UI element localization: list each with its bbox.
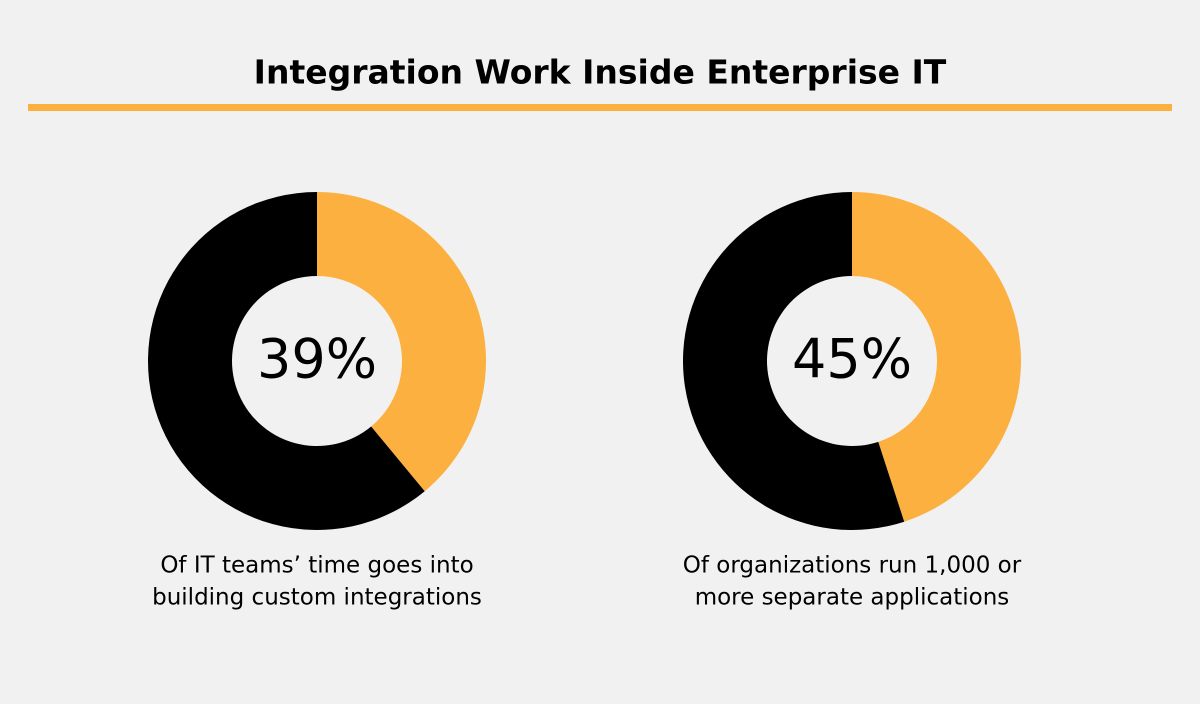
donut-segment [683, 192, 905, 531]
caption-line: building custom integrations [152, 585, 482, 611]
donut-segment [852, 192, 1022, 522]
center-value-label: 39% [257, 328, 377, 391]
caption-line: more separate applications [695, 585, 1010, 611]
center-value-label: 45% [792, 328, 912, 391]
caption-line: Of IT teams’ time goes into [160, 553, 473, 579]
page-title: Integration Work Inside Enterprise IT [254, 53, 947, 92]
donut-segment [317, 192, 487, 492]
donut-segment [147, 192, 425, 530]
caption-line: Of organizations run 1,000 or [683, 553, 1022, 579]
title-rule [28, 104, 1172, 111]
